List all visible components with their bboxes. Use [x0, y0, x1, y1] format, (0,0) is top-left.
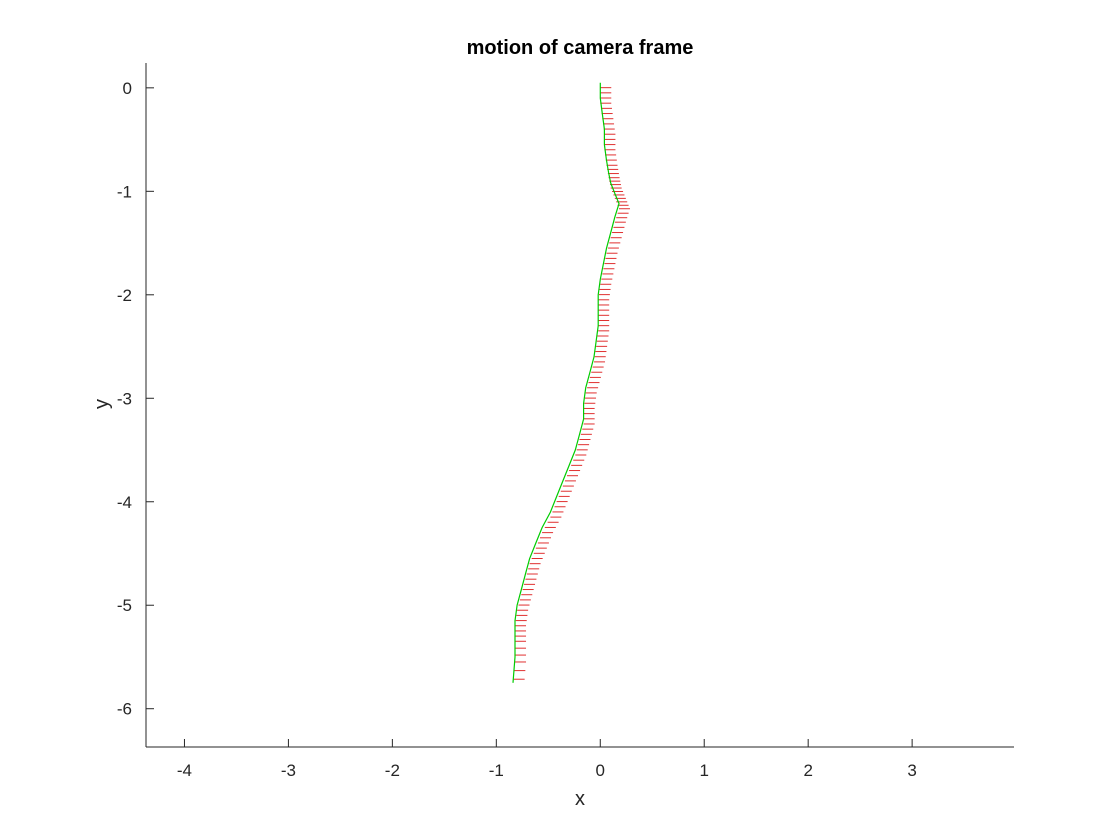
y-axis-label: y	[91, 399, 113, 409]
x-tick-label: -1	[489, 761, 504, 780]
y-tick-label: -1	[117, 182, 132, 201]
trajectory-line	[512, 82, 620, 683]
y-ticks: 0 -1 -2 -3 -4 -5 -6	[117, 79, 154, 719]
x-tick-label: 1	[699, 761, 708, 780]
x-tick-label: 0	[596, 761, 605, 780]
y-tick-label: 0	[123, 79, 132, 98]
x-tick-label: 2	[803, 761, 812, 780]
x-tick-label: -4	[177, 761, 192, 780]
trajectory	[512, 82, 620, 683]
x-tick-label: -2	[385, 761, 400, 780]
x-tick-label: 3	[907, 761, 916, 780]
camera-frames	[513, 87, 630, 680]
y-tick-label: -3	[117, 389, 132, 408]
y-tick-label: -2	[117, 286, 132, 305]
y-tick-label: -4	[117, 493, 132, 512]
x-ticks: -4 -3 -2 -1 0 1 2 3	[177, 739, 917, 780]
y-tick-label: -5	[117, 596, 132, 615]
x-axis-label: x	[575, 788, 585, 810]
y-tick-label: -6	[117, 700, 132, 719]
chart-title: motion of camera frame	[467, 37, 694, 59]
x-tick-label: -3	[281, 761, 296, 780]
